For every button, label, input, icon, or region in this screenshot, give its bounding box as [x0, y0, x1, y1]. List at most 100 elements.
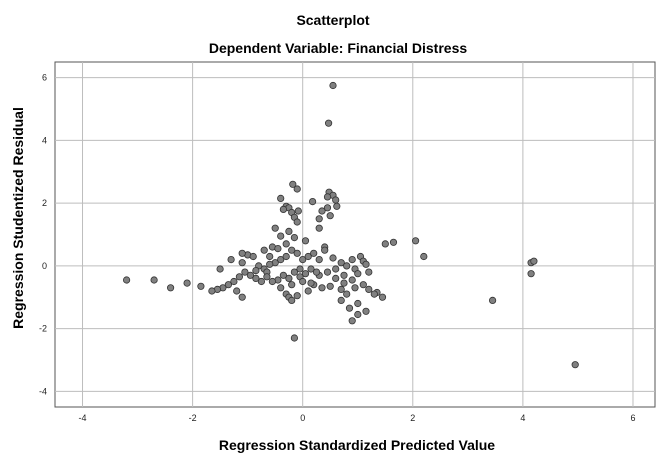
- data-point-38: [238, 259, 246, 267]
- data-point-130: [290, 334, 298, 342]
- data-point-36: [249, 252, 257, 261]
- data-point-76: [241, 268, 249, 276]
- data-point-129: [216, 265, 224, 273]
- data-point-50: [315, 255, 323, 264]
- data-point-114: [266, 260, 274, 268]
- data-point-1: [324, 119, 333, 127]
- data-point-93: [337, 285, 345, 293]
- y-tick-label-5: 6: [42, 73, 47, 83]
- data-point-91: [318, 284, 326, 292]
- x-tick-labels: -4 -2 0 2 4 6: [79, 413, 636, 423]
- data-point-75: [246, 271, 254, 279]
- data-point-83: [238, 293, 246, 301]
- x-tick-label-3: 2: [410, 413, 415, 423]
- data-point-122: [411, 237, 420, 245]
- data-point-84: [233, 287, 241, 295]
- data-point-105: [378, 293, 387, 301]
- data-point-82: [208, 287, 216, 295]
- data-point-52: [329, 254, 337, 262]
- data-point-108: [340, 279, 348, 287]
- data-point-77: [235, 273, 243, 281]
- data-point-32: [266, 252, 274, 261]
- data-point-9: [308, 198, 317, 206]
- data-point-69: [279, 271, 287, 279]
- chart-subtitle: Dependent Variable: Financial Distress: [209, 40, 468, 56]
- y-tick-label-0: -4: [39, 386, 47, 396]
- data-point-94: [343, 290, 351, 298]
- data-point-29: [282, 240, 290, 248]
- data-point-44: [282, 252, 290, 261]
- x-tick-label-2: 0: [300, 413, 305, 423]
- data-point-55: [348, 255, 356, 264]
- data-point-119: [307, 279, 315, 287]
- data-point-123: [420, 252, 428, 261]
- data-point-19: [315, 215, 323, 223]
- data-point-37: [227, 255, 235, 264]
- data-point-125: [150, 276, 158, 284]
- data-point-110: [365, 268, 373, 276]
- data-point-7: [323, 193, 332, 201]
- y-tick-label-4: 4: [42, 135, 47, 145]
- data-point-26: [290, 234, 298, 242]
- data-point-113: [296, 265, 304, 273]
- data-point-13: [279, 205, 287, 213]
- data-point-64: [307, 265, 315, 273]
- data-point-0: [329, 81, 337, 90]
- data-point-16: [318, 207, 326, 215]
- data-point-133: [530, 257, 538, 265]
- data-point-107: [348, 276, 356, 284]
- data-point-102: [354, 299, 362, 308]
- data-point-48: [304, 252, 312, 261]
- data-point-87: [288, 296, 296, 304]
- data-point-96: [359, 281, 367, 289]
- data-point-128: [197, 282, 205, 290]
- data-point-22: [271, 224, 279, 232]
- data-point-95: [351, 284, 359, 292]
- data-point-134: [527, 270, 535, 278]
- data-point-65: [301, 270, 310, 278]
- data-point-79: [224, 281, 232, 289]
- data-point-126: [167, 284, 175, 292]
- y-tick-label-1: -2: [39, 324, 47, 334]
- data-point-47: [299, 255, 307, 264]
- data-point-78: [230, 277, 238, 286]
- data-point-88: [293, 292, 301, 300]
- x-tick-label-0: -4: [79, 413, 87, 423]
- gridlines: [55, 62, 655, 407]
- data-point-24: [315, 224, 323, 232]
- y-tick-label-2: 0: [42, 261, 47, 271]
- data-point-92: [326, 282, 334, 290]
- y-tick-label-3: 2: [42, 198, 47, 208]
- data-point-116: [288, 281, 296, 289]
- data-point-101: [362, 307, 370, 315]
- data-point-58: [362, 260, 370, 268]
- data-point-121: [389, 238, 398, 246]
- data-point-68: [285, 274, 293, 282]
- data-point-120: [381, 240, 389, 248]
- data-point-74: [252, 274, 260, 282]
- data-point-99: [354, 310, 362, 319]
- data-point-10: [333, 202, 341, 210]
- x-tick-label-1: -2: [189, 413, 197, 423]
- data-point-35: [238, 249, 246, 257]
- data-point-54: [343, 262, 351, 270]
- data-point-49: [310, 249, 318, 257]
- data-point-103: [337, 296, 345, 304]
- data-point-17: [323, 204, 332, 212]
- data-point-118: [299, 277, 307, 286]
- data-point-71: [268, 277, 276, 286]
- chart-title: Scatterplot: [296, 12, 369, 28]
- data-point-6: [332, 196, 340, 204]
- data-point-3: [293, 185, 301, 193]
- data-point-67: [290, 268, 298, 276]
- data-point-97: [365, 285, 373, 293]
- data-point-124: [123, 276, 131, 284]
- data-point-61: [332, 274, 340, 282]
- data-point-31: [260, 246, 268, 254]
- data-point-111: [332, 265, 340, 273]
- data-point-60: [340, 271, 348, 279]
- data-point-72: [263, 273, 271, 281]
- data-point-8: [277, 194, 285, 202]
- data-point-2: [289, 180, 297, 188]
